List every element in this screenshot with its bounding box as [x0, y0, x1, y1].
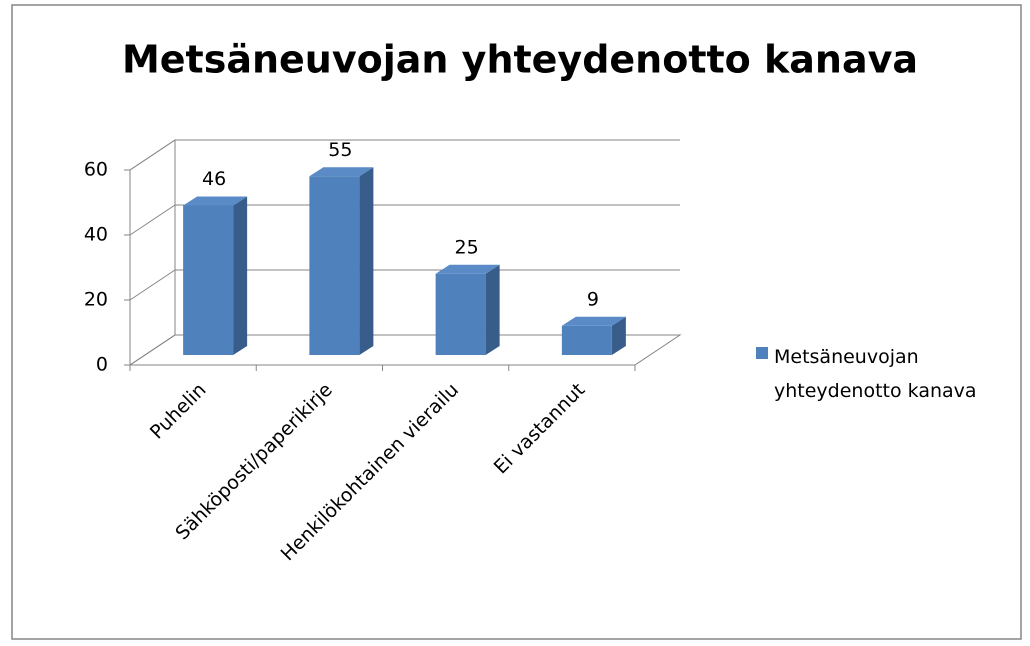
bar — [183, 205, 234, 355]
bar — [309, 176, 360, 355]
grid-line — [129, 334, 680, 366]
legend-label: Metsäneuvojan yhteydenotto kanava — [774, 346, 977, 402]
chart-title: Metsäneuvojan yhteydenotto kanava — [122, 38, 918, 82]
bar-side — [359, 167, 374, 355]
bar-top — [561, 316, 626, 326]
bar — [561, 325, 612, 355]
bar-side — [485, 264, 500, 355]
data-label: 9 — [587, 288, 599, 310]
chart-border — [11, 4, 1022, 640]
grid-line — [129, 204, 680, 236]
legend-swatch — [756, 347, 768, 359]
data-label: 46 — [202, 168, 226, 190]
grid-line — [129, 139, 680, 171]
y-tick-label: 40 — [84, 224, 108, 246]
bar-top — [183, 196, 248, 206]
grid-line — [129, 269, 680, 301]
bar-top — [309, 167, 374, 177]
bar — [435, 273, 486, 355]
bar-side — [233, 196, 248, 355]
y-tick-label: 60 — [84, 159, 108, 181]
data-label: 25 — [455, 236, 479, 258]
y-tick-label: 20 — [84, 289, 108, 311]
y-tick-label: 0 — [96, 354, 108, 376]
bar-side — [611, 316, 626, 355]
data-label: 55 — [328, 139, 352, 161]
bar-top — [435, 264, 500, 274]
